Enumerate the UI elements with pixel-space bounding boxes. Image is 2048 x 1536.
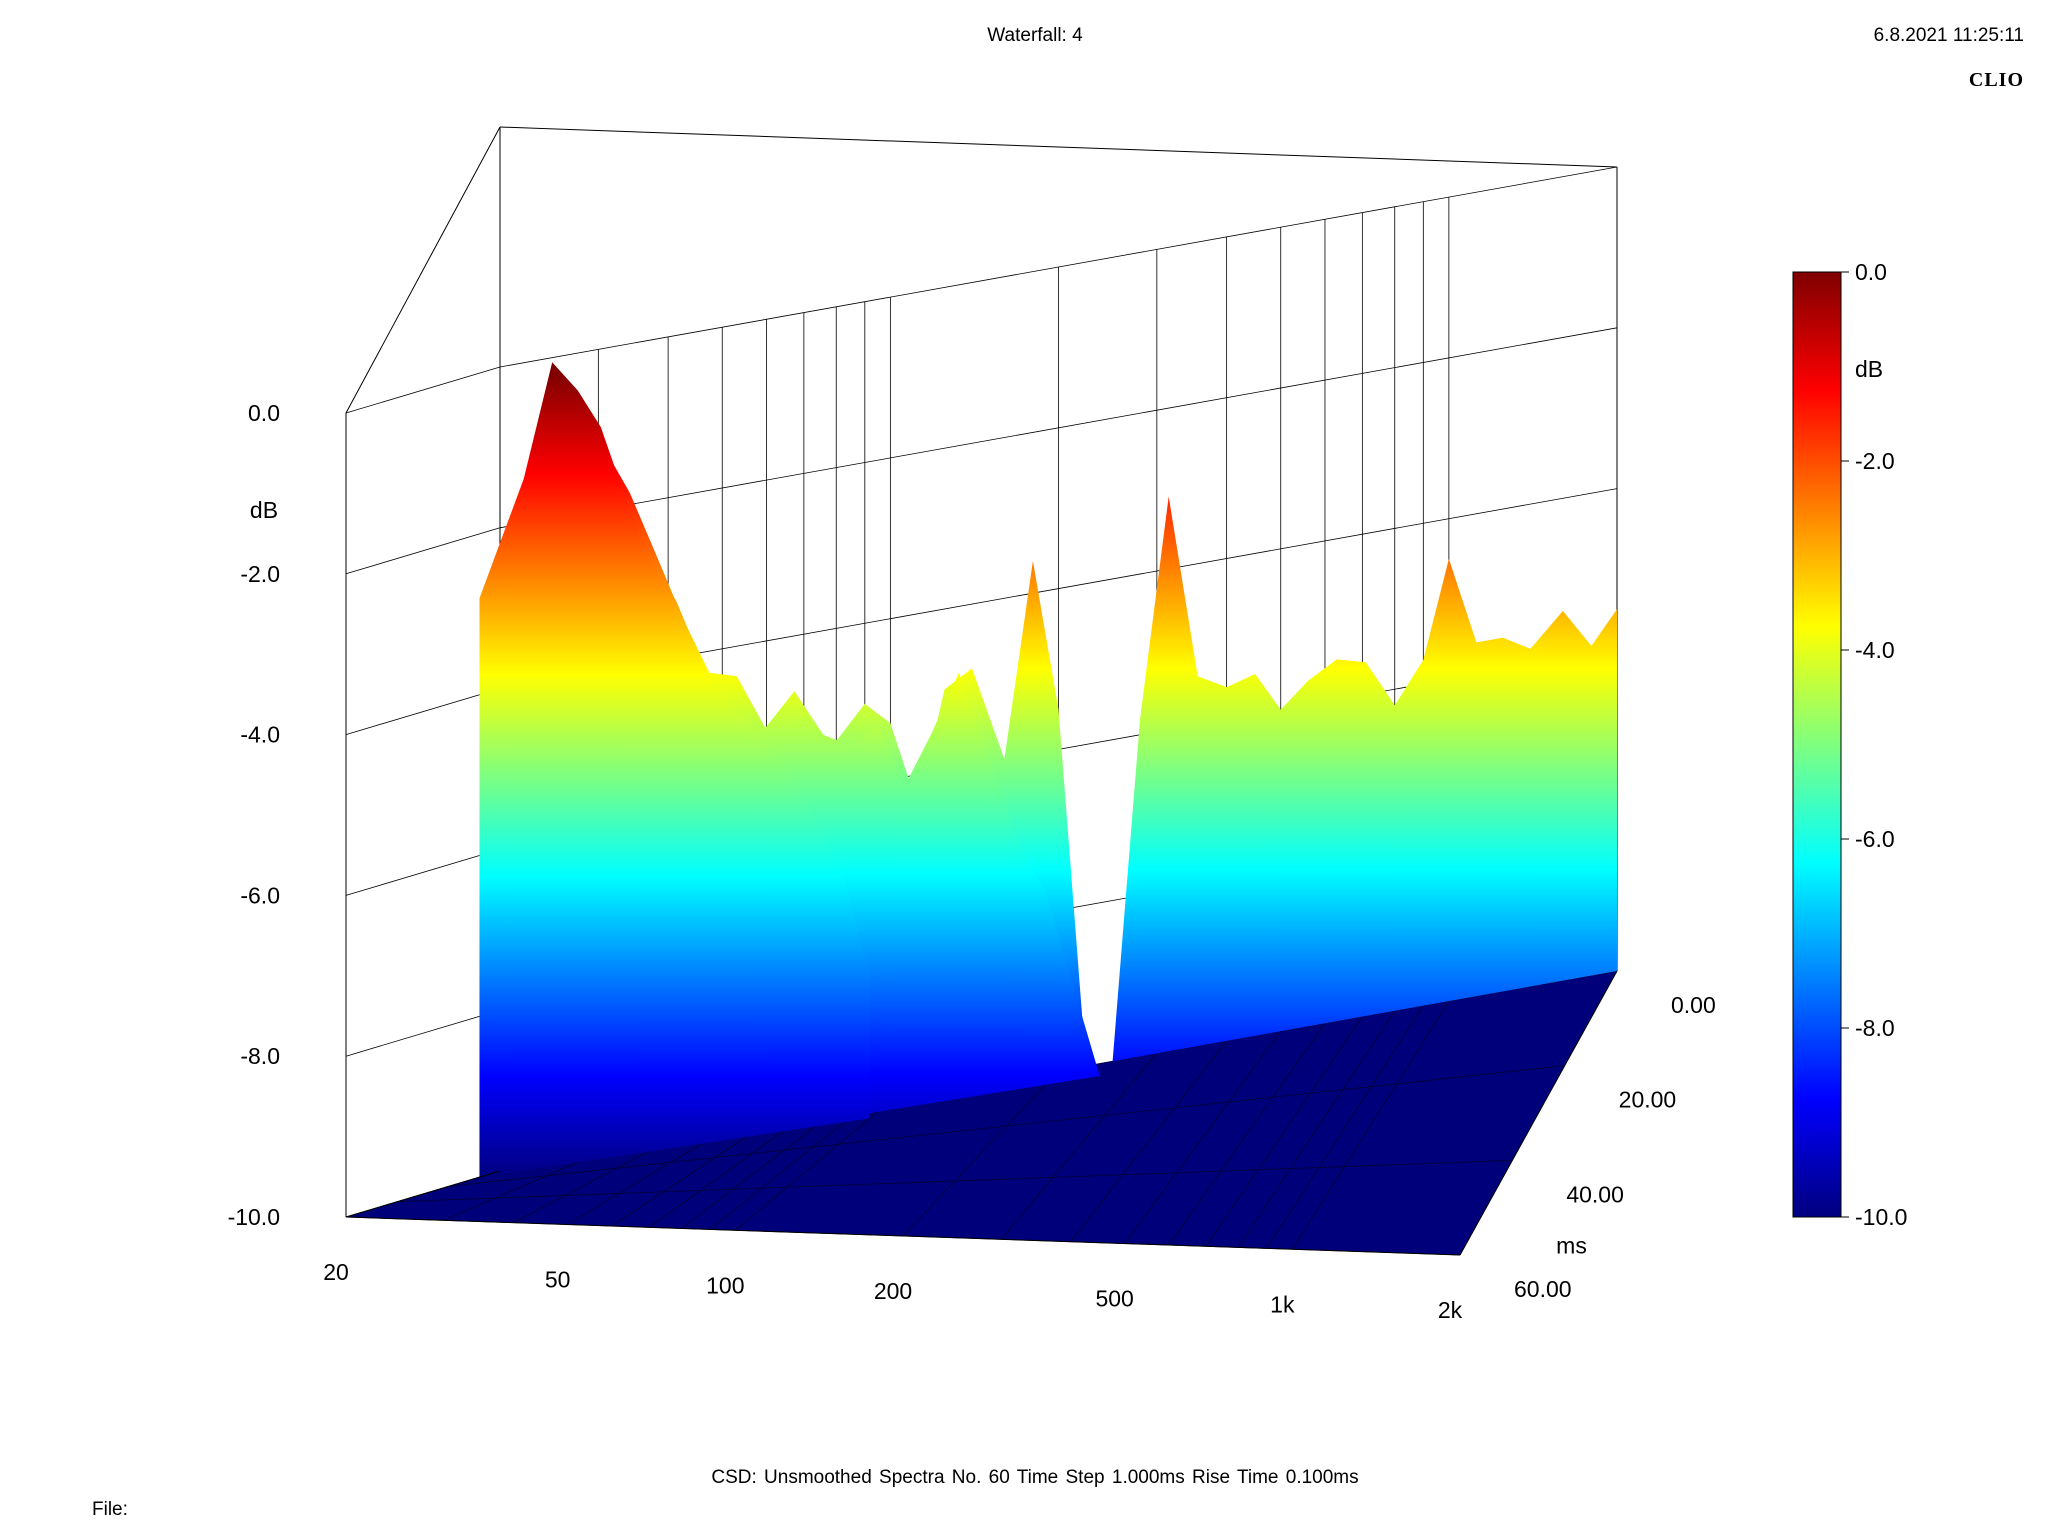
y-tick-label: -10.0 [228, 1204, 280, 1230]
floor-gridline-x [1000, 1053, 1158, 1240]
floor-gridline-x [648, 1116, 805, 1228]
colorbar-tick-label: 0.0 [1855, 259, 1887, 285]
file-label: File: [92, 1499, 128, 1520]
colorbar-tick-label: -6.0 [1855, 826, 1895, 852]
back-wall-top-edge [499, 126, 1618, 168]
y-tick-label: 0.0 [248, 400, 280, 426]
x-tick-label: 20 [323, 1259, 349, 1285]
y-tick-label: -4.0 [240, 722, 280, 748]
plot-floor [345, 970, 1618, 1256]
spectral-slices [479, 362, 1617, 1178]
colorbar-ticks: 0.0 -2.0 -4.0 -6.0 -8.0 -10.0 dB [1841, 259, 1907, 1230]
z-tick-label: 40.00 [1566, 1181, 1624, 1207]
y-tick-label: -6.0 [240, 882, 280, 908]
floor-gridline-z [448, 1065, 1565, 1187]
right-bottom-edge [1459, 970, 1618, 1256]
y-axis-label: dB [250, 497, 278, 523]
left-wall-gridline [345, 366, 501, 414]
colorbar-tick-label: -4.0 [1855, 637, 1895, 663]
colorbar-tick-label: -8.0 [1855, 1015, 1895, 1041]
colorbar-label: dB [1855, 356, 1883, 382]
x-tick-label: 1k [1270, 1291, 1295, 1317]
z-tick-label: 20.00 [1619, 1087, 1677, 1113]
brand-logo: CLIO [1968, 69, 2024, 91]
left-wall-gridline [345, 1009, 501, 1057]
floor-gridline-x [1205, 1016, 1363, 1247]
measurement-info: CSD: Unsmoothed Spectra No. 60 Time Step… [711, 1467, 1359, 1488]
front-bottom-edge [345, 1216, 1461, 1256]
colorbar [1792, 271, 1842, 1218]
floor-plane [346, 971, 1617, 1255]
floor-gridline-x [1168, 1023, 1326, 1246]
left-wall-gridline [345, 527, 501, 575]
colorbar-tick-label: -2.0 [1855, 448, 1895, 474]
colorbar-gradient [1792, 271, 1842, 1218]
floor-gridline-x [681, 1110, 837, 1229]
x-tick-label: 50 [545, 1267, 571, 1293]
left-wall-bottom-edge [345, 1170, 501, 1218]
floor-gridline-x [902, 1070, 1059, 1237]
z-tick-label: 60.00 [1514, 1276, 1572, 1302]
left-wall-gridline [345, 688, 501, 735]
floor-gridline-x [567, 1130, 723, 1225]
colorbar-tick-label: -10.0 [1855, 1204, 1907, 1230]
x-axis-ticks: 20 50 100 200 500 1k 2k [323, 1259, 1462, 1323]
chart-title: Waterfall: 4 [987, 25, 1083, 46]
floor-gridline-x [1124, 1030, 1282, 1244]
x-tick-label: 100 [706, 1272, 744, 1298]
back-wall-gridline-y [499, 327, 1618, 529]
floor-gridline-z [397, 1159, 1513, 1203]
timestamp: 6.8.2021 11:25:11 [1873, 25, 2024, 46]
z-axis-ticks: 0.00 20.00 40.00 60.00 ms [1514, 992, 1716, 1302]
plot-box-front [345, 413, 1618, 1256]
left-wall-gridline [345, 849, 501, 896]
floor-gridline-x [709, 1105, 866, 1230]
floor-gridline-x [513, 1140, 669, 1224]
y-axis-ticks: 0.0 -2.0 -4.0 -6.0 -8.0 -10.0 dB [228, 400, 280, 1230]
floor-gridline-x [443, 1153, 599, 1221]
floor-gridline-x [611, 1122, 767, 1227]
x-tick-label: 500 [1095, 1286, 1133, 1312]
floor-gridline-x [1266, 1005, 1424, 1249]
z-tick-label: 0.00 [1671, 992, 1716, 1018]
floor-gridline-x [1238, 1010, 1396, 1248]
left-wall-top-edge [345, 126, 501, 414]
floor-gridline-x [735, 1100, 891, 1231]
spectrum-slice-8ms [479, 362, 870, 1178]
z-axis-label: ms [1556, 1233, 1587, 1259]
y-tick-label: -2.0 [240, 561, 280, 587]
x-tick-label: 2k [1438, 1297, 1463, 1323]
floor-gridline-x [1291, 1000, 1450, 1250]
y-tick-label: -8.0 [240, 1043, 280, 1069]
back-wall-gridline-y [499, 166, 1618, 368]
x-tick-label: 200 [874, 1278, 912, 1304]
floor-gridline-x [1070, 1040, 1227, 1242]
